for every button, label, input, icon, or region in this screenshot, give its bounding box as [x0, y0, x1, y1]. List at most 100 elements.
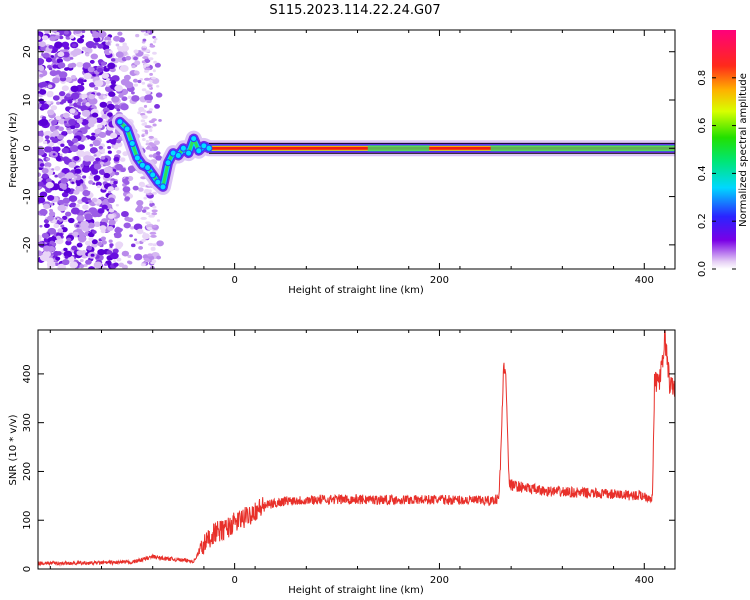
noise-blob [41, 116, 47, 120]
noise-blob [146, 30, 151, 34]
noise-blob [125, 176, 129, 180]
noise-blob [81, 196, 89, 203]
noise-blob [99, 225, 107, 231]
noise-blob [45, 178, 52, 183]
ridge-point [205, 144, 213, 152]
noise-blob [62, 112, 70, 119]
noise-blob [82, 98, 88, 103]
noise-blob [63, 250, 73, 258]
noise-blob [145, 212, 151, 216]
noise-blob [39, 208, 48, 216]
ridge-point [195, 147, 203, 155]
noise-blob [110, 252, 119, 260]
noise-blob [77, 144, 85, 151]
spectrogram-xtick-label: 0 [231, 275, 237, 286]
noise-blob [94, 76, 100, 81]
ridge-band-0 [111, 113, 675, 195]
noise-blob [133, 83, 139, 87]
ridge-point [190, 135, 198, 143]
noise-blob [45, 157, 51, 161]
noise-blob [122, 151, 129, 157]
ridge-point [133, 154, 141, 162]
noise-blob [150, 246, 156, 250]
noise-blob [84, 213, 93, 221]
noise-blob [66, 129, 73, 135]
spectrogram-ytick-label: -20 [22, 237, 33, 253]
noise-blob [53, 250, 60, 257]
noise-blob [52, 64, 58, 69]
noise-blob [153, 60, 158, 64]
noise-blob [83, 68, 90, 74]
noise-blob [143, 77, 151, 81]
noise-blob [113, 260, 117, 263]
noise-blob [136, 199, 144, 206]
noise-blob [149, 231, 157, 235]
noise-blob [125, 55, 132, 61]
spectrogram-ytick-label: 10 [22, 94, 33, 107]
noise-blob [134, 60, 141, 66]
noise-blob [47, 84, 53, 89]
noise-blob [61, 131, 66, 136]
noise-blob [101, 199, 110, 206]
noise-blob [39, 118, 49, 126]
noise-blob [130, 91, 135, 95]
snr-panel: 0 200 400 0 100 200 300 400 Height of straight … [8, 329, 676, 596]
noise-blob [114, 227, 123, 234]
noise-blob [127, 260, 132, 264]
noise-blob [108, 88, 113, 93]
noise-blob [56, 235, 61, 240]
noise-blob [141, 60, 146, 64]
noise-blob [142, 38, 147, 42]
noise-blob [70, 207, 80, 215]
noise-blob [155, 151, 161, 156]
noise-blob [145, 49, 151, 53]
noise-blob [143, 104, 148, 108]
noise-blob [152, 243, 157, 247]
noise-blob [73, 48, 82, 56]
noise-blob [87, 66, 95, 73]
noise-blob [52, 95, 60, 101]
noise-blob [82, 62, 91, 69]
snr-xtick-label: 200 [430, 575, 449, 586]
colorbar-tick-label: 0.2 [697, 213, 708, 229]
noise-blob [110, 92, 116, 97]
noise-blob [42, 245, 51, 252]
noise-blob [38, 148, 45, 156]
noise-blob [55, 237, 64, 245]
noise-blob [103, 166, 113, 174]
noise-blob [105, 39, 109, 43]
noise-blob [149, 200, 153, 204]
noise-blob [100, 161, 105, 165]
noise-blob [39, 89, 47, 95]
noise-blob [76, 149, 85, 157]
noise-blob [153, 40, 157, 44]
noise-blob [46, 215, 54, 221]
noise-blob [68, 161, 77, 168]
noise-blob [58, 199, 65, 205]
noise-blob [88, 236, 94, 242]
noise-blob [44, 135, 50, 140]
noise-blob [46, 260, 56, 268]
noise-blob [60, 224, 65, 228]
noise-blob [115, 51, 124, 58]
noise-blob [88, 117, 98, 125]
noise-blob [110, 132, 118, 139]
spectrogram-ytick-label: 20 [22, 45, 33, 58]
noise-blob [49, 136, 55, 141]
noise-blob [76, 118, 83, 124]
noise-blob [140, 119, 146, 123]
noise-blob [61, 185, 67, 190]
noise-blob [38, 41, 46, 47]
noise-blob [43, 203, 51, 210]
snr-ytick-label: 0 [22, 566, 33, 572]
noise-blob [60, 143, 65, 147]
noise-blob [39, 120, 43, 124]
noise-blob [66, 237, 72, 242]
snr-xtick-label: 400 [635, 575, 654, 586]
noise-blob [145, 142, 149, 146]
noise-blob [101, 204, 108, 210]
noise-blob [47, 109, 55, 116]
noise-blob [127, 95, 132, 99]
noise-blob [58, 118, 66, 125]
noise-blob [149, 72, 153, 76]
